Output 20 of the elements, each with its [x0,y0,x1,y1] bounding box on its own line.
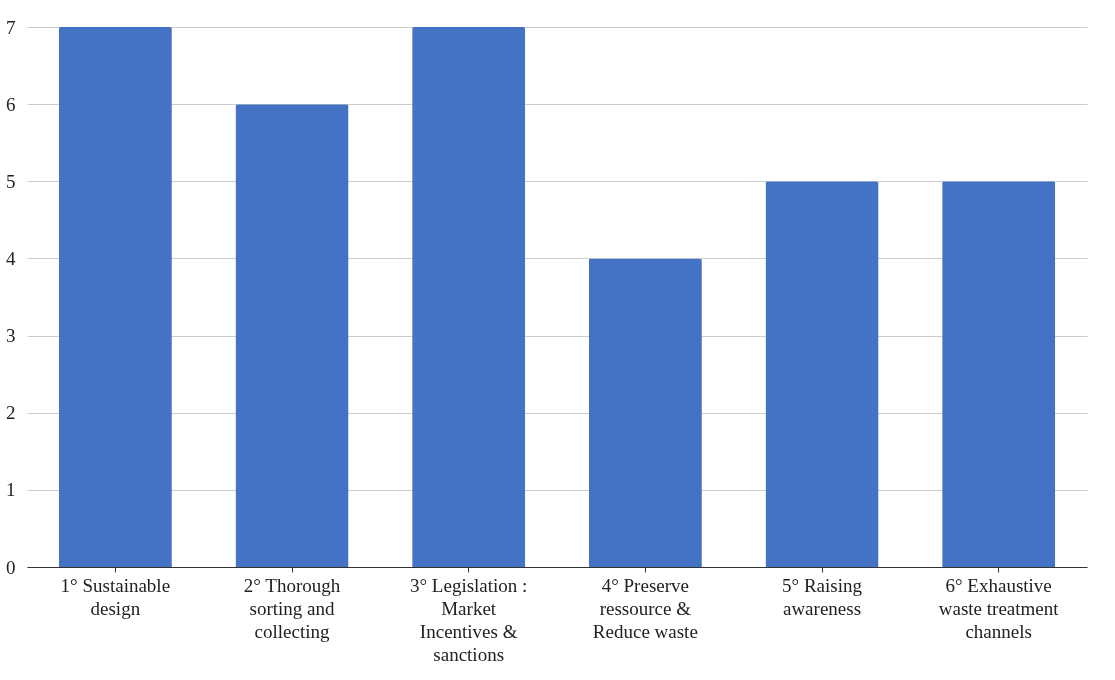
bar [58,27,172,567]
y-tick-label: 6 [6,93,16,115]
bar [412,27,526,567]
x-tick-label: 6° Exhaustive waste treatment channels [938,574,1060,642]
x-tick-label: 5° Raising awareness [782,574,863,619]
y-tick-label: 1 [6,479,16,501]
y-tick-label: 4 [6,247,16,269]
y-tick-label: 5 [6,170,16,192]
x-tick-label: 3° Legislation : Market Incentives & sanctions [409,574,528,665]
bar [765,181,879,567]
x-tick-label: 4° Preserve ressource & Reduce waste [592,574,698,642]
x-tick-label: 1° Sustainable design [60,574,171,619]
y-tick-label: 3 [6,325,16,347]
y-tick-label: 7 [6,16,16,38]
bar [942,181,1056,567]
bar [235,104,349,567]
y-tick-label: 2 [6,402,16,424]
bar [588,258,702,567]
x-tick-label: 2° Thorough sorting and collecting [243,574,341,642]
y-tick-label: 0 [6,556,16,578]
